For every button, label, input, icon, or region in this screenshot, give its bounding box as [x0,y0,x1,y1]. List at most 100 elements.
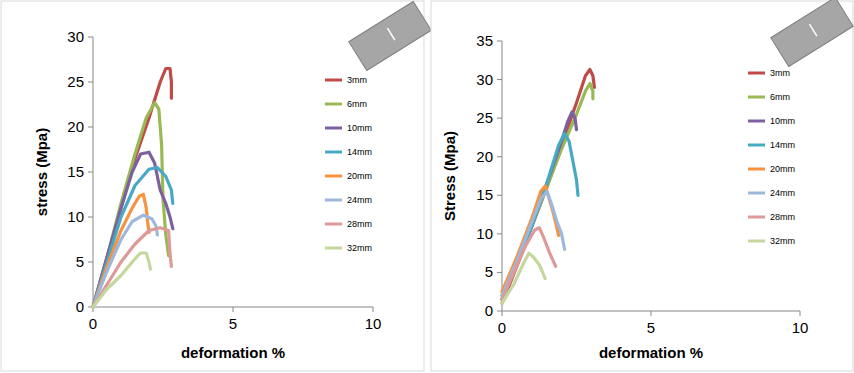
legend-swatch [325,175,342,178]
y-tick-label: 30 [67,28,84,45]
y-tick-label: 30 [476,71,493,88]
y-tick-label: 25 [67,73,84,90]
y-tick [497,79,502,80]
y-tick [88,262,93,263]
y-axis [502,41,503,311]
y-tick-label: 0 [485,302,493,319]
legend-label: 24mm [770,188,795,198]
legend-swatch [748,168,765,171]
legend-swatch [748,120,765,123]
legend-swatch [325,247,342,250]
specimen-icon [349,1,431,70]
legend-label: 10mm [347,123,372,133]
specimen-icon [771,0,853,67]
y-tick [88,127,93,128]
chart-panel: 0 5 10 15 20 25 30 35 0 5 10 Stress (Mpa) deformatio… [431,0,853,371]
legend-label: 32mm [770,236,795,246]
legend-label: 28mm [347,219,372,229]
y-axis-title: stress (Mpa) [33,128,50,216]
y-tick-label: 35 [476,32,493,49]
legend-label: 3mm [347,75,367,85]
series-line [93,195,149,308]
chart-panel: 0510152025300510stress (Mpa)deformation … [1,1,431,371]
series-line [93,152,173,307]
legend-swatch [748,240,765,243]
y-tick [497,41,502,42]
legend-swatch [748,144,765,147]
specimen-crack [387,28,394,40]
series-line [502,134,578,300]
legend-label: 3mm [770,68,790,78]
specimen-crack [809,24,816,36]
y-tick [88,172,93,173]
legend: 3mm 6mm 10mm 14mm 20mm 24mm 28mm 32mm [325,75,372,253]
y-tick [497,311,502,312]
legend-label: 6mm [770,92,790,102]
legend-swatch [325,199,342,202]
legend-swatch [325,79,342,82]
x-tick-label: 5 [647,319,655,336]
legend-swatch [748,72,765,75]
specimen-body [771,0,853,67]
specimen-body [349,1,431,70]
series-line [502,83,593,295]
legend-swatch [325,151,342,154]
y-tick [88,37,93,38]
series-line [502,112,577,299]
y-tick [497,195,502,196]
y-tick [497,156,502,157]
legend-label: 28mm [770,212,795,222]
legend-swatch [748,216,765,219]
y-tick [497,118,502,119]
legend-label: 20mm [347,171,372,181]
legend: 3mm 6mm 10mm 14mm 20mm 24mm 28mm 32mm [748,68,795,246]
x-tick-label: 10 [792,319,809,336]
figure: 0 5 10 15 20 25 30 0 5 10 stress (Mpa) deformation … [0,0,854,373]
legend-label: 10mm [770,116,795,126]
y-tick [497,272,502,273]
series-line [93,103,169,307]
y-tick-label: 20 [476,148,493,165]
legend-label: 6mm [347,99,367,109]
x-tick [800,311,801,316]
legend-label: 14mm [347,147,372,157]
y-tick-label: 5 [485,263,493,280]
series-line [502,70,594,304]
y-tick-label: 25 [476,109,493,126]
legend-label: 20mm [770,164,795,174]
legend-label: 32mm [347,243,372,253]
y-tick-label: 15 [67,163,84,180]
y-tick [497,233,502,234]
series-line [93,215,157,307]
x-axis-title: deformation % [599,344,703,361]
legend-label: 14mm [770,140,795,150]
y-axis-title: Stress (Mpa) [441,131,458,221]
y-tick-label: 5 [76,253,84,270]
x-tick [651,311,652,316]
y-tick [88,82,93,83]
legend-swatch [748,192,765,195]
x-tick-label: 10 [365,315,382,332]
x-tick [373,307,374,312]
series-line [93,168,173,308]
y-tick-label: 20 [67,118,84,135]
y-tick-label: 10 [476,225,493,242]
legend-swatch [325,103,342,106]
legend-swatch [325,223,342,226]
y-tick-label: 0 [76,298,84,315]
x-tick-label: 5 [229,315,237,332]
y-tick-label: 10 [67,208,84,225]
x-tick-label: 0 [498,319,506,336]
legend-swatch [325,127,342,130]
x-tick [233,307,234,312]
series-line [93,228,171,307]
legend-label: 24mm [347,195,372,205]
series-line [502,253,545,303]
series-group [502,70,594,304]
series-group [93,69,173,308]
x-axis-title: deformation % [181,344,285,361]
series-line [93,253,150,307]
x-tick [502,311,503,316]
y-tick-label: 15 [476,186,493,203]
legend-swatch [748,96,765,99]
